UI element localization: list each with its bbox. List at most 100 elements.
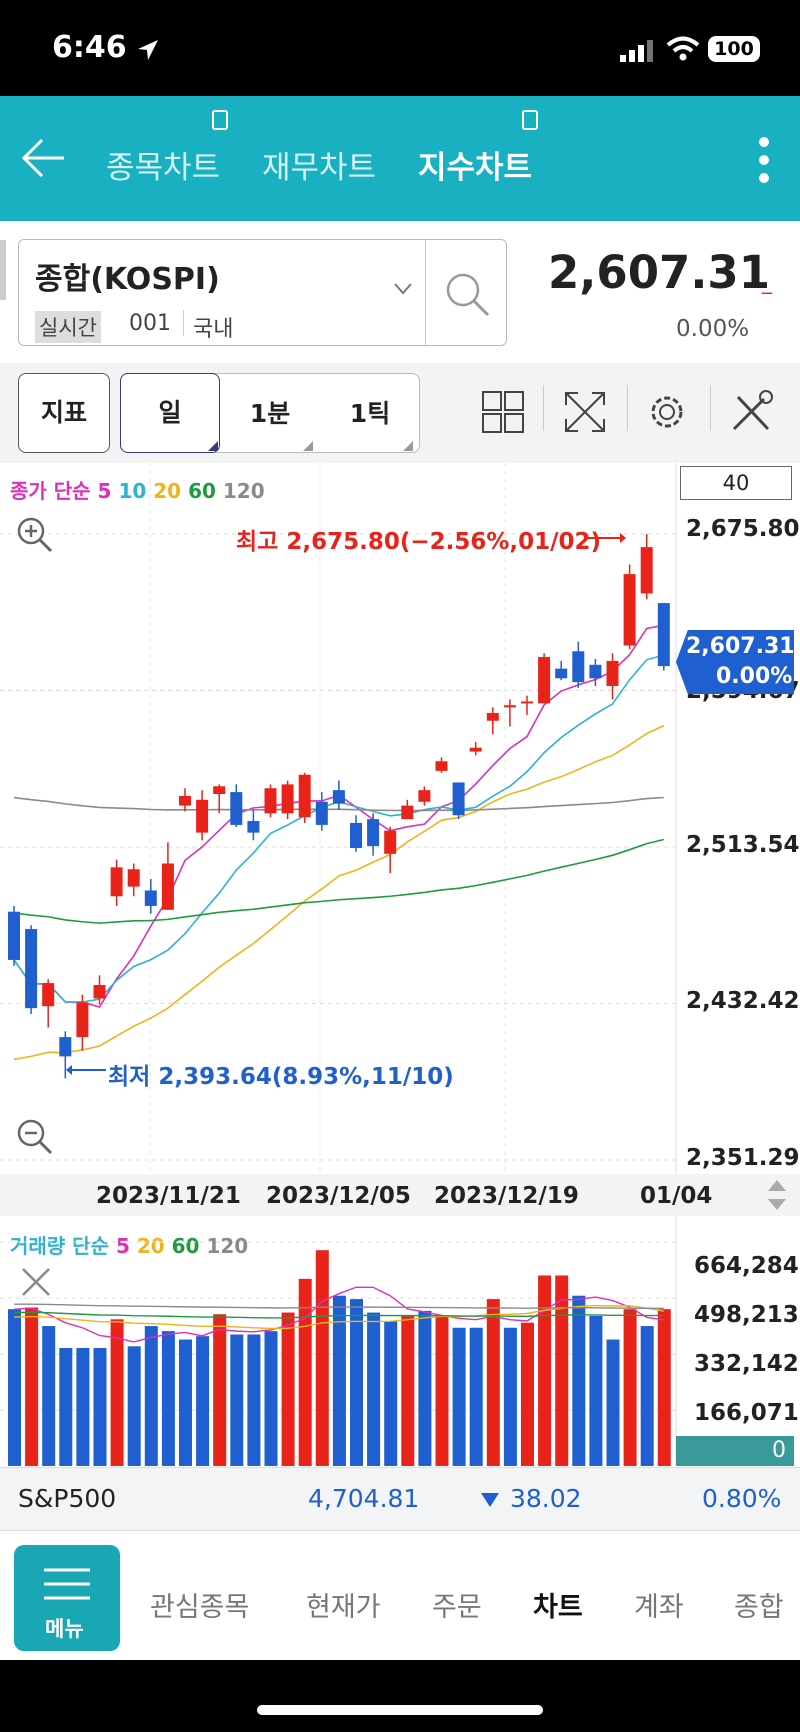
wifi-icon (666, 36, 700, 61)
candle (230, 792, 243, 825)
nav-account[interactable]: 계좌 (634, 1592, 684, 1623)
scroll-updown-icon[interactable] (766, 1178, 788, 1212)
zoom-in-icon[interactable] (14, 514, 54, 554)
volume-bar (196, 1336, 210, 1466)
candle (350, 822, 362, 849)
close-icon[interactable] (20, 1266, 52, 1298)
y-tick-label: 2,675.80 (686, 516, 800, 542)
down-triangle-icon (481, 1493, 499, 1507)
chart-legend[interactable]: 종가 단순 5 10 20 60 120 (10, 475, 265, 504)
candle (418, 790, 431, 802)
candle (469, 747, 482, 752)
status-time: 6:46 (52, 30, 127, 65)
badge-percent: 0.00% (716, 664, 793, 689)
index-name: S&P500 (18, 1484, 117, 1513)
copy-icon[interactable] (212, 110, 228, 130)
tab-finance-chart[interactable]: 재무차트 (262, 150, 377, 186)
chevron-down-icon[interactable] (393, 282, 413, 296)
volume-zero-badge: 0 (676, 1436, 794, 1466)
candle-count-field[interactable]: 40 (680, 466, 792, 500)
volume-bar (401, 1315, 415, 1466)
legend-label: 종가 단순 (10, 479, 91, 503)
menu-button[interactable]: 메뉴 (14, 1545, 120, 1651)
legend-ma60: 60 (188, 479, 216, 503)
candle (196, 799, 209, 833)
ma20-line (13, 724, 665, 1061)
back-arrow-icon[interactable] (20, 138, 66, 178)
instrument-market: 국내 (193, 317, 234, 342)
instrument-selector[interactable]: 종합(KOSPI) 실시간 001 국내 (18, 239, 507, 346)
corner-triangle-icon (303, 441, 313, 451)
volume-bar (8, 1309, 21, 1466)
vma60-line (13, 1311, 664, 1319)
zoom-out-icon[interactable] (14, 1116, 54, 1156)
status-bar: 6:46 100 (0, 0, 800, 96)
nav-chart[interactable]: 차트 (533, 1592, 583, 1623)
legend-ma10: 10 (118, 479, 147, 503)
period-1tick-button[interactable]: 1틱 (349, 399, 391, 428)
volume-bar (486, 1299, 500, 1466)
arrow-right-icon (586, 533, 626, 543)
corner-triangle-icon (208, 441, 218, 451)
volume-tick-label: 166,071 (694, 1400, 799, 1426)
candle (538, 657, 551, 704)
nav-overview[interactable]: 종합 (734, 1592, 784, 1623)
candle (144, 890, 157, 906)
volume-bar (127, 1346, 141, 1466)
volume-bar (76, 1347, 90, 1466)
instrument-code: 001 (129, 311, 171, 336)
x-tick-label: 01/04 (640, 1183, 713, 1209)
candle (384, 830, 397, 854)
divider (183, 310, 184, 336)
candle (59, 1037, 72, 1057)
nav-watchlist[interactable]: 관심종목 (150, 1592, 250, 1623)
volume-tick-label: 664,284 (694, 1253, 799, 1279)
current-price: 2,607.31 (548, 246, 771, 299)
volume-bar (606, 1339, 620, 1466)
y-tick-label: 2,513.54 (686, 832, 800, 858)
low-annotation: 최저 2,393.64(8.93%,11/10) (108, 1064, 454, 1090)
indicator-button[interactable]: 지표 (18, 373, 110, 453)
volume-bar (384, 1321, 398, 1466)
fullscreen-icon[interactable] (562, 389, 608, 435)
legend-vma5: 5 (115, 1234, 130, 1258)
volume-legend-label: 거래량 단순 (10, 1234, 109, 1258)
price-chart[interactable] (0, 463, 800, 1173)
nav-order[interactable]: 주문 (432, 1592, 482, 1623)
period-day-button[interactable]: 일 (120, 373, 220, 453)
volume-bar (247, 1334, 261, 1466)
gear-icon[interactable] (644, 389, 690, 435)
candle (640, 547, 653, 594)
candle (42, 983, 55, 1007)
nav-current-price[interactable]: 현재가 (306, 1592, 381, 1623)
copy-icon[interactable] (522, 110, 538, 130)
chart-toolbar: 지표 일 1분 1틱 (0, 363, 800, 463)
more-vert-icon[interactable] (758, 136, 770, 184)
layout-grid-icon[interactable] (482, 391, 524, 433)
volume-bar (623, 1309, 637, 1466)
candle (8, 911, 20, 960)
ma5-line (13, 624, 664, 1008)
tools-icon[interactable] (728, 389, 774, 435)
signal-icon (620, 40, 653, 62)
legend-vma60: 60 (171, 1234, 200, 1258)
candle (503, 705, 516, 708)
volume-legend[interactable]: 거래량 단순 5 20 60 120 (10, 1230, 248, 1259)
hamburger-icon (44, 1568, 90, 1600)
volume-bar (555, 1275, 569, 1466)
period-1min-button[interactable]: 1분 (249, 399, 291, 428)
tab-stock-chart[interactable]: 종목차트 (106, 150, 221, 186)
left-edge-handle (0, 240, 6, 300)
x-axis-band (0, 1174, 800, 1216)
search-icon[interactable] (443, 270, 491, 318)
candle (452, 782, 465, 816)
volume-bar (435, 1315, 449, 1466)
tab-index-chart[interactable]: 지수차트 (418, 150, 533, 186)
index-ticker-row[interactable]: S&P500 4,704.81 38.02 0.80% (0, 1467, 800, 1531)
candle (179, 795, 191, 806)
x-tick-label: 2023/11/21 (96, 1183, 241, 1209)
volume-chart[interactable] (0, 1216, 800, 1466)
menu-label: 메뉴 (45, 1617, 84, 1641)
candle (332, 790, 345, 804)
current-price-badge (676, 630, 794, 694)
